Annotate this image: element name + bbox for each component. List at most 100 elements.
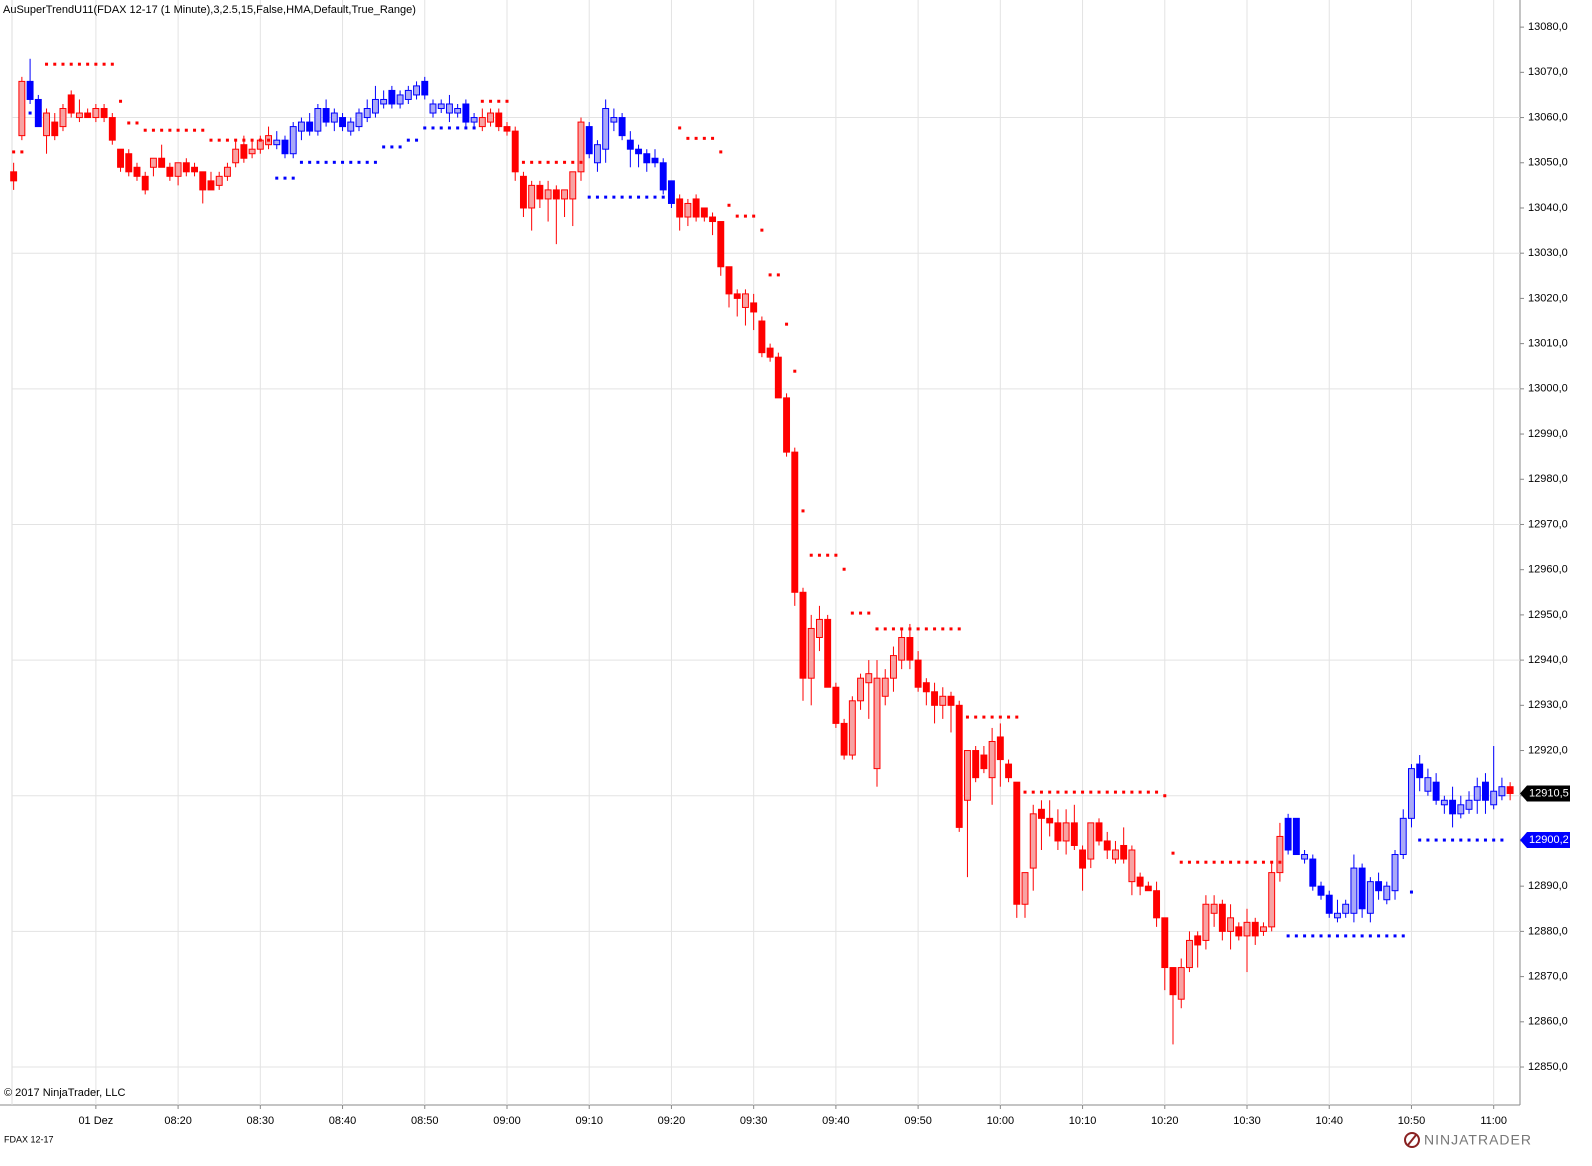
candle-body [799, 591, 807, 679]
candle-body [1284, 817, 1292, 851]
candle-body [684, 202, 692, 218]
candle-body [355, 112, 363, 128]
candle-body [1366, 881, 1374, 914]
stop-dot [119, 99, 123, 103]
candle-body [922, 682, 930, 693]
candle-body [635, 148, 643, 155]
stop-dot [982, 715, 986, 719]
y-tick-label: 12950,0 [1528, 609, 1568, 621]
candle-body [339, 117, 347, 128]
x-tick-label: 09:40 [822, 1115, 850, 1127]
stop-dot [875, 627, 879, 631]
stop-dot [727, 203, 731, 207]
stop-dot [1442, 838, 1446, 842]
stop-dot [61, 62, 65, 66]
stop-dot [637, 195, 641, 199]
candle-body [815, 618, 823, 639]
stop-dot [184, 128, 188, 132]
stop-dot [1311, 934, 1315, 938]
stop-dot [768, 273, 772, 277]
x-tick-label: 10:10 [1069, 1115, 1097, 1127]
y-tick-label: 13030,0 [1528, 247, 1568, 259]
candle-body [454, 108, 462, 114]
candle-body [215, 175, 223, 186]
candle-body [380, 98, 388, 105]
candle-body [437, 103, 445, 110]
candle-body [1185, 939, 1193, 969]
stop-dot [135, 121, 139, 125]
y-tick-label: 13010,0 [1528, 338, 1568, 350]
candle-body [478, 117, 486, 128]
x-tick-label: 08:50 [411, 1115, 439, 1127]
stop-dot [867, 611, 871, 615]
x-tick-label: 08:20 [164, 1115, 192, 1127]
stop-dot [1327, 934, 1331, 938]
stop-dot [760, 228, 764, 232]
stop-dot [694, 136, 698, 140]
stop-dot [143, 128, 147, 132]
stop-dot [283, 176, 287, 180]
stop-dot [661, 195, 665, 199]
candle-body [914, 659, 922, 688]
candle-body [898, 637, 906, 661]
candle-body [462, 103, 470, 123]
candle-body [125, 153, 133, 173]
stop-dot [373, 160, 377, 164]
candle-body [445, 103, 453, 114]
candle-body [166, 166, 174, 177]
stop-dot [151, 128, 155, 132]
candle-body [1268, 872, 1276, 928]
candle-body [92, 108, 100, 119]
stop-dot [579, 160, 583, 164]
candle-body [889, 655, 897, 679]
stop-dot [1409, 890, 1413, 894]
stop-dot [160, 128, 164, 132]
candle-body [429, 103, 437, 114]
stop-dot [1253, 860, 1257, 864]
candle-body [1391, 854, 1399, 892]
stop-dot [1023, 790, 1027, 794]
candle-body [1473, 786, 1481, 801]
candle-body [651, 157, 659, 164]
y-tick-label: 12940,0 [1528, 654, 1568, 666]
stop-dot [415, 138, 419, 142]
candle-body [692, 198, 700, 218]
candle-body [1251, 921, 1259, 937]
candle-body [1309, 858, 1317, 887]
stop-dot [554, 160, 558, 164]
candle-body [659, 162, 667, 191]
candle-body [59, 108, 67, 128]
candle-body [273, 139, 281, 146]
stop-dot [1015, 715, 1019, 719]
stop-dot [587, 195, 591, 199]
candle-body [1169, 967, 1177, 996]
candle-body [18, 80, 26, 137]
stop-dot [390, 145, 394, 149]
x-tick-label: 08:30 [247, 1115, 275, 1127]
stop-dot [308, 160, 312, 164]
candle-body [75, 112, 83, 119]
stop-dot [176, 128, 180, 132]
stop-dot [1360, 934, 1364, 938]
stop-dot [678, 126, 682, 130]
candle-body [569, 171, 577, 200]
candle-body [1046, 817, 1054, 824]
candle-body [487, 112, 495, 123]
candle-body [561, 189, 569, 200]
y-tick-label: 12920,0 [1528, 744, 1568, 756]
stop-dot [1105, 790, 1109, 794]
stop-dot [793, 369, 797, 373]
stop-dot [1122, 790, 1126, 794]
stop-dot [850, 611, 854, 615]
candle-body [1144, 885, 1152, 892]
stop-dot [743, 214, 747, 218]
stop-dot [711, 136, 715, 140]
candle-body [1153, 890, 1161, 919]
stop-dot [324, 160, 328, 164]
stop-dot [102, 62, 106, 66]
candle-body [1136, 876, 1144, 887]
candle-body [1177, 967, 1185, 1000]
candle-body [832, 686, 840, 724]
candle-body [240, 144, 248, 159]
